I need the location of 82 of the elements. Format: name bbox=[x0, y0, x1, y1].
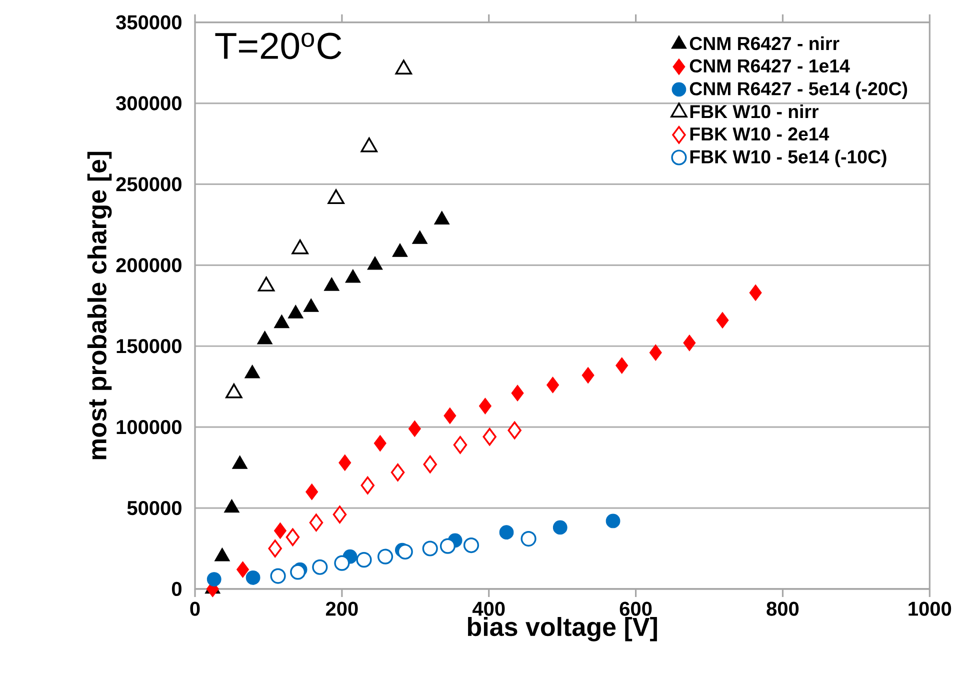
x-tick-label: 200 bbox=[326, 602, 358, 616]
point bbox=[397, 544, 413, 560]
point bbox=[324, 277, 340, 291]
y-tick-label: 0 bbox=[172, 582, 182, 596]
point bbox=[453, 436, 468, 454]
legend-label: FBK W10 - 2e14 bbox=[690, 127, 830, 141]
point bbox=[332, 506, 347, 524]
x-tick-label: 800 bbox=[766, 602, 799, 616]
point bbox=[286, 528, 300, 546]
point bbox=[392, 243, 408, 257]
annotation: T=20$^{o}$C bbox=[215, 32, 342, 60]
point bbox=[434, 210, 450, 224]
point bbox=[552, 520, 568, 535]
point bbox=[440, 538, 456, 554]
point bbox=[606, 514, 620, 528]
point bbox=[244, 364, 260, 378]
point bbox=[422, 540, 438, 556]
y-tick-label: 150000 bbox=[116, 339, 182, 354]
point bbox=[303, 298, 319, 312]
point bbox=[444, 407, 456, 424]
point bbox=[338, 454, 352, 471]
point bbox=[463, 537, 480, 554]
y-tick-label: 100000 bbox=[116, 420, 182, 434]
legend-label: CNM R6427 - nirr bbox=[690, 36, 840, 50]
point bbox=[345, 269, 361, 283]
point bbox=[749, 284, 762, 301]
point bbox=[408, 420, 421, 437]
point bbox=[546, 376, 560, 394]
legend-label: FBK W10 - nirr bbox=[690, 104, 818, 118]
point bbox=[312, 559, 328, 575]
point bbox=[268, 540, 282, 558]
point bbox=[499, 525, 514, 540]
point bbox=[716, 312, 729, 328]
point bbox=[511, 384, 524, 402]
x-tick-label: 400 bbox=[472, 602, 505, 616]
point bbox=[367, 256, 383, 270]
point bbox=[356, 552, 372, 568]
y-tick-label: 50000 bbox=[127, 500, 182, 516]
point bbox=[649, 344, 662, 361]
point bbox=[290, 564, 306, 580]
point bbox=[236, 561, 250, 578]
point bbox=[412, 230, 428, 244]
point bbox=[390, 464, 405, 482]
y-tick-label: 250000 bbox=[116, 177, 182, 192]
point bbox=[328, 189, 344, 204]
point bbox=[270, 568, 286, 584]
point bbox=[374, 435, 386, 452]
point bbox=[508, 421, 522, 440]
point bbox=[683, 334, 696, 352]
point bbox=[334, 555, 350, 571]
y-tick-label: 200000 bbox=[116, 258, 182, 272]
point bbox=[582, 367, 594, 384]
point bbox=[482, 428, 496, 446]
point bbox=[257, 330, 273, 344]
point bbox=[360, 137, 378, 152]
x-tick-label: 600 bbox=[620, 602, 652, 616]
point bbox=[288, 304, 304, 318]
point bbox=[478, 398, 492, 414]
x-tick-label: 1000 bbox=[908, 602, 952, 616]
y-axis-title: most probable charge [e] bbox=[87, 152, 112, 460]
x-axis-title: bias voltage [V] bbox=[468, 617, 657, 642]
point bbox=[274, 314, 290, 328]
point bbox=[360, 476, 375, 494]
point bbox=[395, 60, 412, 74]
x-tick-label: 0 bbox=[190, 602, 200, 616]
legend-label: CNM R6427 - 5e14 (-20C) bbox=[690, 82, 908, 100]
point bbox=[226, 384, 242, 398]
point bbox=[377, 548, 394, 564]
point bbox=[306, 484, 318, 500]
point bbox=[423, 455, 437, 474]
point bbox=[206, 572, 222, 586]
y-tick-label: 300000 bbox=[116, 96, 182, 110]
point bbox=[520, 530, 536, 547]
point bbox=[246, 570, 260, 585]
point bbox=[258, 276, 275, 292]
legend-label: FBK W10 - 5e14 (-10C) bbox=[690, 150, 886, 168]
point bbox=[309, 514, 324, 532]
y-tick-label: 350000 bbox=[116, 15, 182, 30]
point bbox=[274, 522, 286, 539]
point bbox=[616, 357, 628, 374]
legend-label: CNM R6427 - 1e14 bbox=[690, 59, 850, 73]
point bbox=[292, 239, 308, 254]
